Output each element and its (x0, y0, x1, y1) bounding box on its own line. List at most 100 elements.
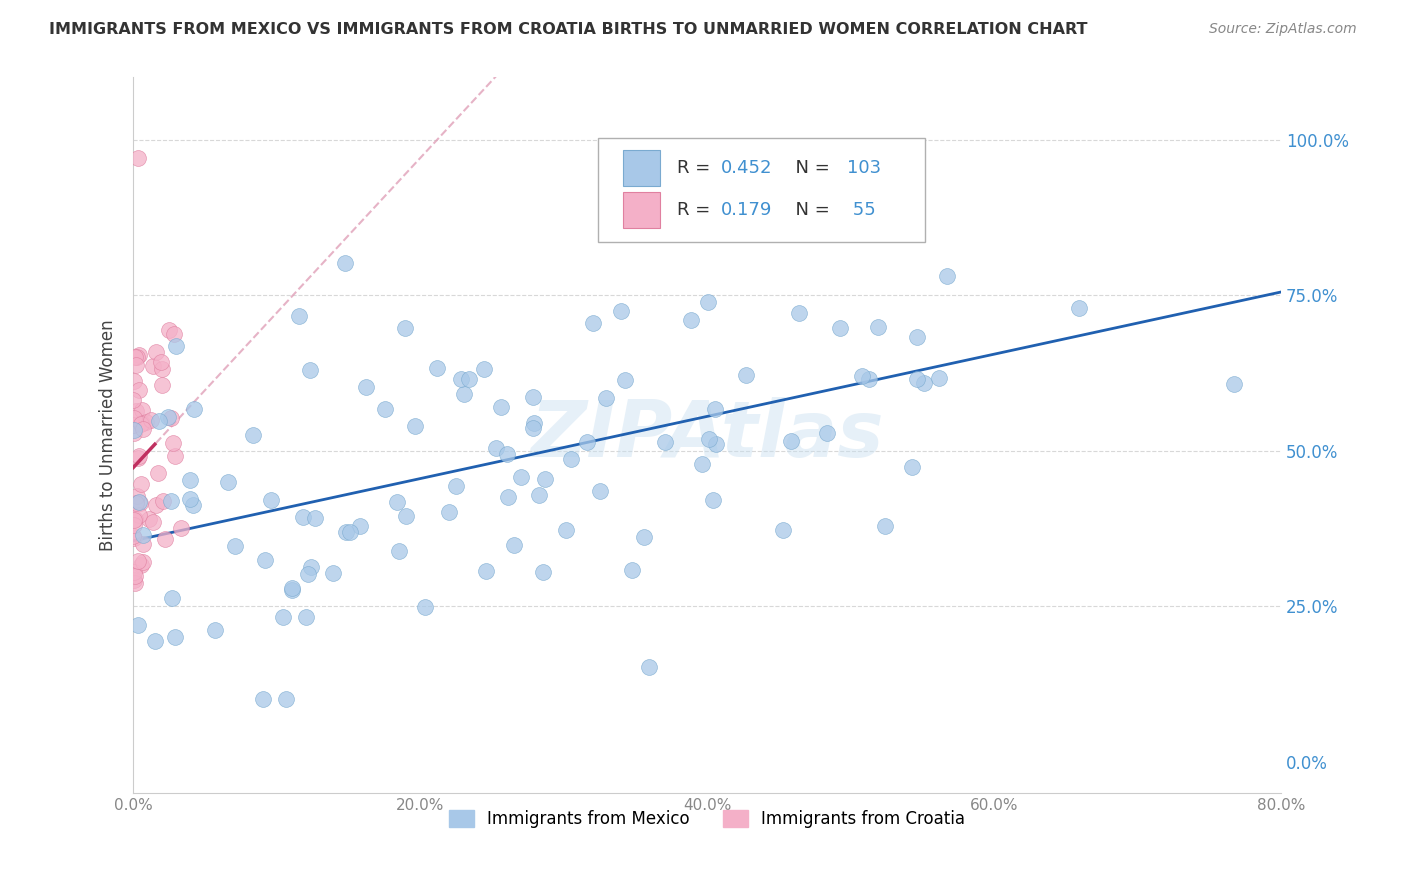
Point (437, 504, 460, 518)
Point (162, 436, 184, 450)
Point (387, 495, 409, 509)
Text: Source: ZipAtlas.com: Source: ZipAtlas.com (1209, 22, 1357, 37)
Point (152, 494, 174, 508)
Point (299, 560, 322, 574)
Point (335, 525, 357, 540)
Point (122, 565, 145, 579)
Point (354, 380, 377, 394)
Point (128, 348, 150, 362)
Point (815, 425, 838, 440)
Point (157, 323, 180, 337)
Point (122, 423, 145, 437)
Point (690, 457, 713, 471)
Point (122, 517, 145, 532)
Text: N =: N = (785, 159, 835, 177)
Point (127, 618, 149, 632)
Point (124, 350, 146, 364)
Point (510, 469, 533, 483)
Point (851, 368, 873, 383)
Point (582, 316, 605, 330)
Point (162, 326, 184, 341)
Point (638, 660, 661, 674)
Point (139, 413, 162, 427)
Point (142, 359, 165, 373)
Point (224, 539, 246, 553)
Text: 0.452: 0.452 (721, 159, 772, 177)
Point (125, 496, 148, 510)
Legend: Immigrants from Mexico, Immigrants from Croatia: Immigrants from Mexico, Immigrants from … (441, 803, 972, 834)
Point (122, 574, 145, 588)
Point (534, 472, 557, 486)
Point (496, 490, 519, 504)
Point (122, 528, 145, 542)
Point (271, 610, 294, 624)
Point (472, 361, 495, 376)
Point (122, 393, 145, 408)
Point (374, 402, 396, 417)
Text: R =: R = (678, 159, 716, 177)
Point (936, 269, 959, 284)
FancyBboxPatch shape (623, 192, 659, 227)
Point (124, 569, 146, 583)
Point (868, 320, 890, 334)
Point (735, 368, 758, 382)
Point (875, 519, 897, 533)
Text: R =: R = (678, 201, 716, 219)
Point (395, 508, 418, 523)
Point (131, 402, 153, 417)
Text: N =: N = (785, 201, 835, 219)
Point (789, 305, 811, 319)
Point (152, 378, 174, 392)
Point (183, 402, 205, 417)
Point (145, 498, 167, 512)
Text: 55: 55 (848, 201, 876, 219)
Point (128, 496, 150, 510)
Point (527, 488, 550, 502)
Point (128, 383, 150, 397)
Point (129, 477, 152, 491)
Point (901, 460, 924, 475)
Point (142, 515, 165, 529)
Point (304, 510, 326, 524)
Point (503, 538, 526, 552)
Point (426, 360, 449, 375)
Point (132, 556, 155, 570)
Point (595, 391, 617, 405)
Point (453, 387, 475, 401)
Point (697, 433, 720, 447)
Point (830, 320, 852, 334)
Point (654, 435, 676, 450)
Point (122, 426, 145, 441)
Point (333, 256, 356, 270)
Point (704, 437, 727, 451)
Point (131, 528, 153, 542)
Point (633, 530, 655, 544)
Point (560, 451, 582, 466)
Point (204, 624, 226, 638)
Point (122, 531, 145, 545)
Point (252, 692, 274, 706)
Point (522, 421, 544, 435)
Point (124, 511, 146, 525)
Point (1223, 377, 1246, 392)
Point (260, 492, 283, 507)
Point (145, 345, 167, 359)
Point (621, 563, 644, 577)
Text: 0.179: 0.179 (721, 201, 772, 219)
Point (295, 610, 318, 624)
Point (1069, 301, 1091, 315)
Point (122, 410, 145, 425)
Point (128, 449, 150, 463)
Point (772, 523, 794, 537)
Point (523, 416, 546, 430)
Point (288, 310, 311, 324)
Point (127, 350, 149, 364)
Point (589, 484, 612, 499)
Point (169, 520, 191, 534)
Point (153, 532, 176, 546)
Point (696, 295, 718, 310)
Point (531, 565, 554, 579)
Point (159, 411, 181, 425)
Point (444, 479, 467, 493)
Point (555, 523, 578, 537)
